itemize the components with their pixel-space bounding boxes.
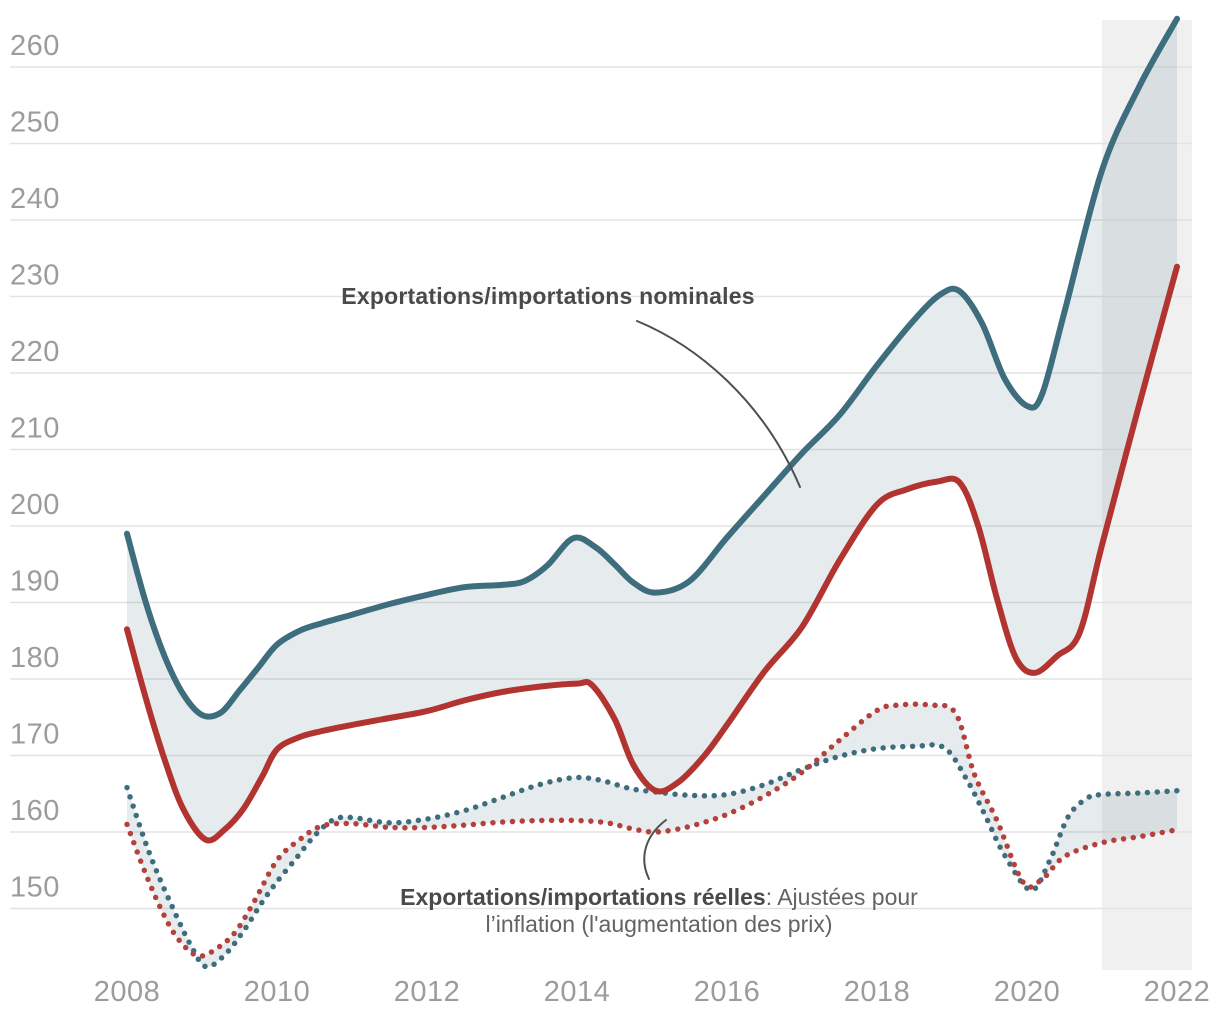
annotation-connector-nominal-icon [636, 320, 801, 488]
x-axis-tick-label: 2018 [844, 976, 911, 1008]
series-line-real-blue [124, 742, 1180, 970]
series-line-nominal-blue [124, 15, 1180, 720]
x-axis-tick-label: 2016 [694, 976, 761, 1008]
y-axis-tick-label: 220 [10, 336, 60, 368]
y-axis-tick-label: 240 [10, 183, 60, 215]
x-axis-tick-label: 2008 [94, 976, 161, 1008]
y-axis-tick-label: 200 [10, 489, 60, 521]
x-axis-tick-label: 2022 [1144, 976, 1211, 1008]
series-line-nominal-red [124, 263, 1180, 844]
y-axis-tick-label: 150 [10, 872, 60, 904]
x-axis-tick-label: 2010 [244, 976, 311, 1008]
annotation-real-label: Exportations/importations réelles: Ajust… [350, 884, 968, 938]
x-axis-tick-label: 2012 [394, 976, 461, 1008]
x-axis-tick-label: 2020 [994, 976, 1061, 1008]
y-axis-tick-label: 260 [10, 30, 60, 62]
y-axis-tick-label: 170 [10, 719, 60, 751]
annotation-real-label-rest: : Ajustées pour [765, 884, 918, 910]
annotation-nominal-label: Exportations/importations nominales [341, 283, 755, 309]
y-axis-tick-label: 180 [10, 642, 60, 674]
annotation-real-label-bold: Exportations/importations réelles [400, 884, 766, 910]
y-axis-tick-label: 190 [10, 566, 60, 598]
x-axis-tick-label: 2014 [544, 976, 611, 1008]
annotation-connector-real-icon [643, 819, 667, 880]
annotation-real-label-line2: l’inflation (l'augmentation des prix) [485, 911, 833, 937]
y-axis-tick-label: 250 [10, 107, 60, 139]
y-axis-tick-label: 230 [10, 260, 60, 292]
series-line-real-red [124, 701, 1180, 959]
y-axis-tick-label: 210 [10, 413, 60, 445]
area-fill-real-blue-real-red [127, 704, 1177, 967]
y-axis-tick-label: 160 [10, 795, 60, 827]
area-fill-nominal-blue-nominal-red [127, 18, 1177, 841]
